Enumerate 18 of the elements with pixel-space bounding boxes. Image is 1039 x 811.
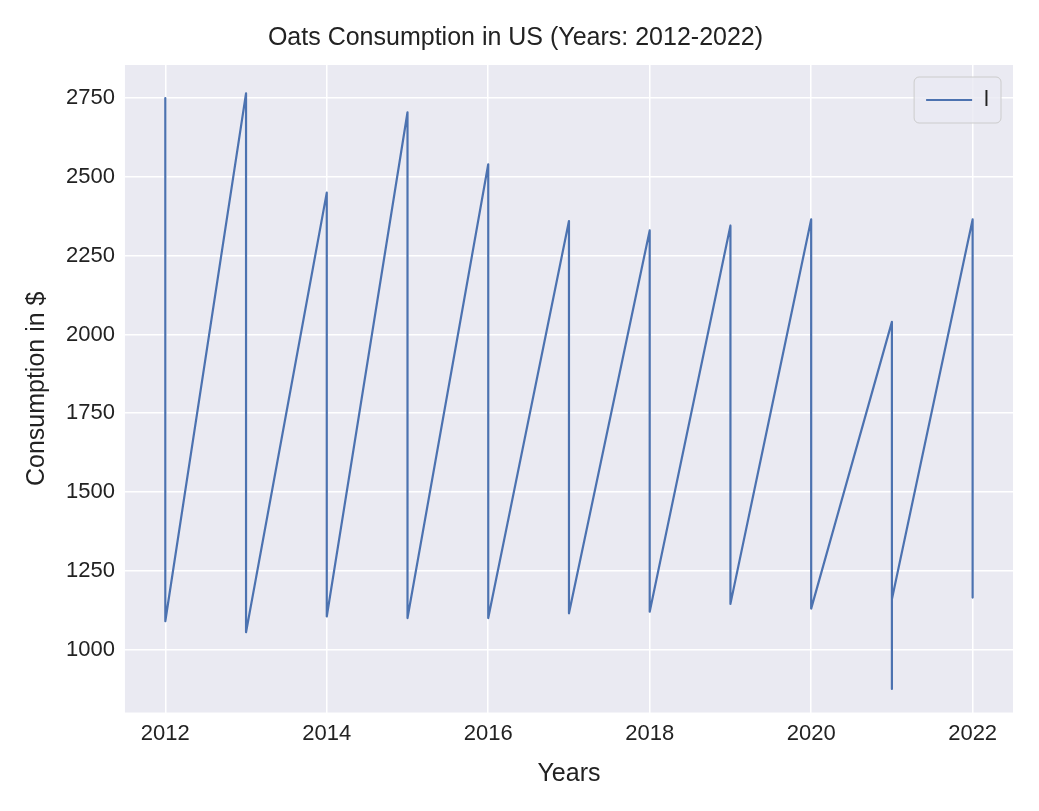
x-tick-label: 2020 xyxy=(786,719,836,745)
legend-label: l xyxy=(984,86,989,112)
y-tick-label: 2500 xyxy=(65,162,115,188)
y-tick-label: 1500 xyxy=(65,478,115,504)
x-tick-label: 2018 xyxy=(625,719,675,745)
y-tick-label: 1750 xyxy=(65,399,115,425)
x-tick-label: 2022 xyxy=(948,719,998,745)
x-tick-label: 2012 xyxy=(140,719,190,745)
y-axis-title: Consumption in $ xyxy=(20,291,49,487)
chart-title: Oats Consumption in US (Years: 2012-2022) xyxy=(267,21,764,50)
x-tick-label: 2016 xyxy=(463,719,513,745)
y-tick-label: 1250 xyxy=(65,556,115,582)
y-tick-label: 2250 xyxy=(65,241,115,267)
x-axis-title: Years xyxy=(537,757,601,786)
y-tick-label: 2000 xyxy=(65,320,115,346)
x-tick-label: 2014 xyxy=(302,719,352,745)
y-tick-label: 1000 xyxy=(65,635,115,661)
y-tick-label: 2750 xyxy=(65,84,115,110)
